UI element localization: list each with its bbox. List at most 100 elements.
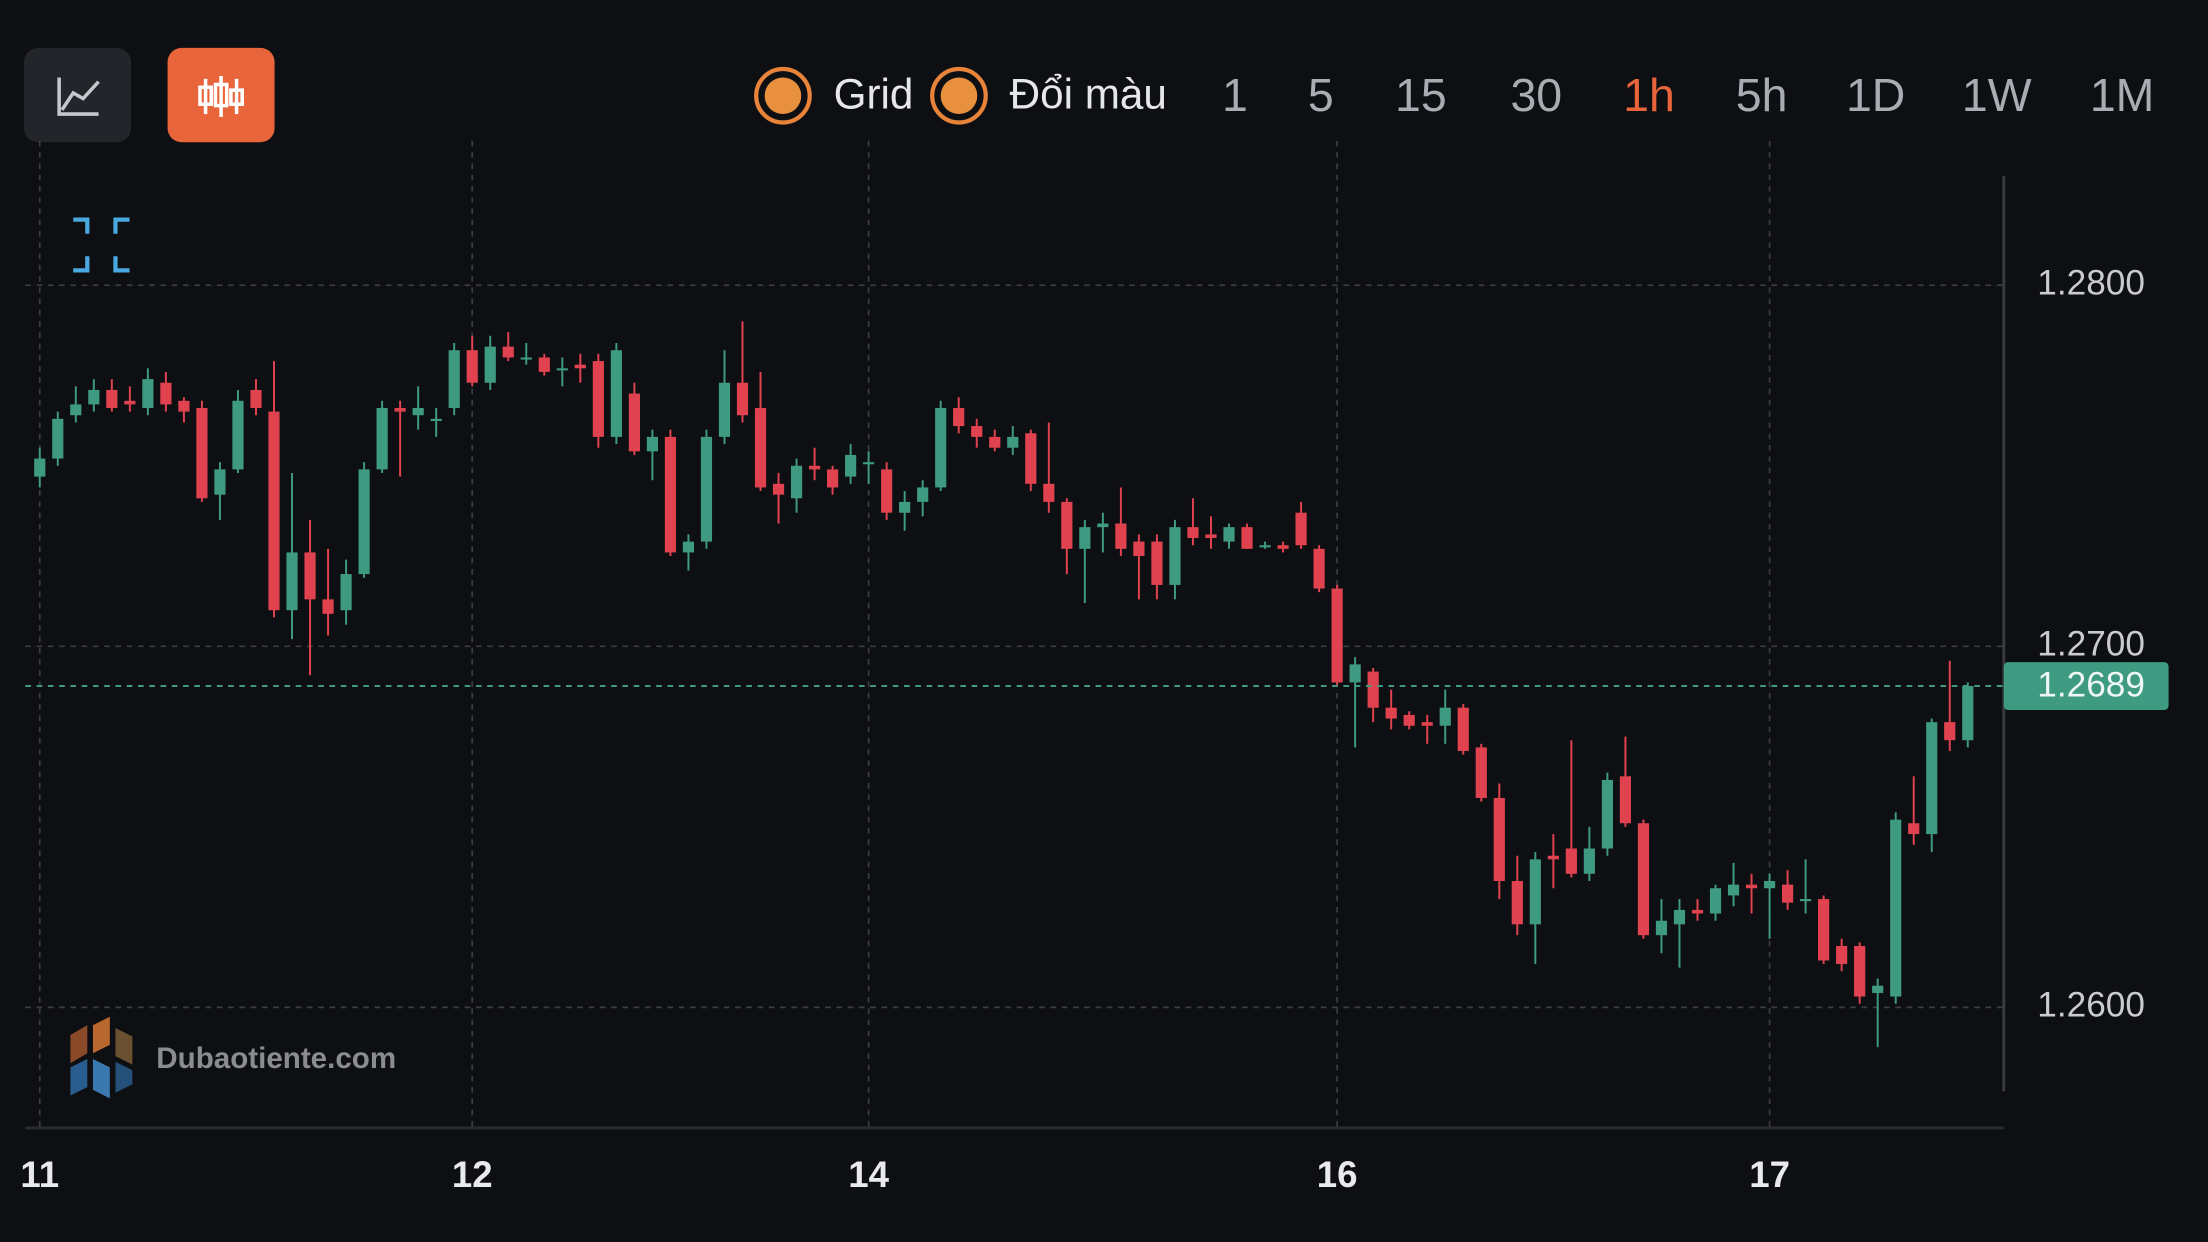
timeframe-button[interactable]: 30	[1510, 69, 1562, 121]
candle-body	[953, 408, 965, 427]
candle-body	[1277, 545, 1289, 549]
timeframe-button[interactable]: 1	[1222, 69, 1248, 121]
icon-line	[60, 80, 100, 111]
candle-body	[196, 408, 208, 499]
toggle-dot	[940, 77, 978, 115]
candle-body	[1043, 483, 1055, 502]
candle-body	[1133, 541, 1145, 557]
candle-body	[250, 389, 262, 409]
candle-body	[430, 418, 442, 421]
toggle[interactable]: Grid	[754, 66, 914, 125]
candle-body	[88, 389, 100, 405]
candle-body	[1241, 527, 1253, 549]
candle-body	[1493, 797, 1505, 882]
candle-chart-button[interactable]	[167, 47, 275, 143]
candle-body	[1331, 588, 1343, 683]
candle-body	[1349, 664, 1361, 683]
candle-body	[1583, 848, 1595, 874]
candle-body	[1151, 541, 1163, 585]
candle-body	[1763, 881, 1776, 889]
candle-body	[304, 552, 316, 600]
candle-body	[1313, 548, 1325, 589]
candle-body	[556, 368, 568, 371]
candle-body	[827, 469, 839, 488]
toggle-label: Đổi màu	[1010, 70, 1167, 117]
collapse-icon[interactable]	[73, 217, 130, 273]
candle-body	[1727, 884, 1740, 896]
candle-body	[574, 364, 586, 369]
candle-body	[448, 350, 460, 409]
candle-body	[1475, 747, 1487, 798]
x-tick-label: 17	[1749, 1154, 1790, 1195]
x-tick-label: 12	[452, 1154, 493, 1195]
candle-body	[1403, 714, 1415, 726]
candle-body	[1745, 884, 1758, 889]
candle-body	[1872, 985, 1884, 993]
candle-body	[1259, 545, 1271, 548]
timeframe-button[interactable]: 5	[1308, 69, 1334, 121]
candle-body	[520, 357, 532, 360]
candle-body	[682, 541, 695, 553]
candle-body	[1691, 909, 1704, 914]
candle-body	[772, 483, 785, 495]
candle-body	[160, 382, 172, 405]
candle-body	[1890, 819, 1902, 997]
candle-body	[1944, 722, 1956, 741]
candle-body	[1529, 859, 1541, 925]
timeframe-button[interactable]: 1M	[2090, 69, 2155, 121]
candle-body	[592, 361, 604, 437]
candle-body	[376, 408, 388, 470]
candle-body	[178, 400, 190, 412]
candle-body	[1367, 671, 1379, 708]
candle-body	[1025, 433, 1037, 484]
candle-body	[1079, 527, 1091, 549]
timeframe-button[interactable]: 1W	[1962, 69, 2032, 121]
candle-body	[232, 400, 244, 470]
candle-body	[1962, 686, 1974, 741]
candle-body	[899, 501, 911, 513]
toggle[interactable]: Đổi màu	[930, 66, 1167, 125]
candle-body	[1223, 527, 1235, 542]
candle-body	[845, 454, 857, 477]
candle-body	[1061, 501, 1073, 549]
last-price-box	[2003, 662, 2169, 710]
candle-body	[1565, 848, 1577, 874]
x-tick-label: 14	[848, 1154, 889, 1195]
candle-body	[718, 382, 731, 437]
candle-body	[736, 382, 749, 416]
candle-body	[1601, 779, 1613, 849]
timeframe-button[interactable]: 1h	[1623, 69, 1675, 121]
candle-body	[70, 404, 82, 416]
candle-body	[1908, 823, 1920, 835]
candle-body	[1854, 945, 1866, 997]
timeframe-button[interactable]: 5h	[1736, 69, 1788, 121]
candle-body	[52, 418, 64, 459]
candle-body	[1547, 855, 1559, 860]
watermark: Dubaotiente.com	[156, 1042, 396, 1075]
candle-body	[1836, 945, 1848, 965]
candle-body	[34, 458, 46, 477]
timeframe-button[interactable]: 1D	[1846, 69, 1905, 121]
candle-body	[628, 393, 640, 452]
candle-body	[1655, 920, 1668, 936]
x-tick-label: 11	[20, 1154, 59, 1195]
candle-body	[502, 346, 514, 358]
candle-body	[394, 408, 406, 412]
last-price-label: 1.2689	[2037, 666, 2145, 705]
candle-body	[268, 411, 280, 611]
candle-body	[412, 408, 424, 416]
line-chart-button[interactable]	[23, 47, 131, 143]
candle-body	[106, 389, 118, 409]
candle-body	[610, 350, 622, 437]
candle-body	[1457, 707, 1469, 752]
toggle-label: Grid	[834, 70, 914, 117]
candle-body	[971, 426, 983, 437]
candle-body	[1637, 823, 1650, 936]
icon-axis	[57, 77, 99, 116]
y-tick-label: 1.2800	[2037, 264, 2145, 303]
candle-body	[935, 408, 947, 488]
toggle-ring	[754, 66, 812, 125]
timeframe-button[interactable]: 15	[1395, 69, 1447, 121]
